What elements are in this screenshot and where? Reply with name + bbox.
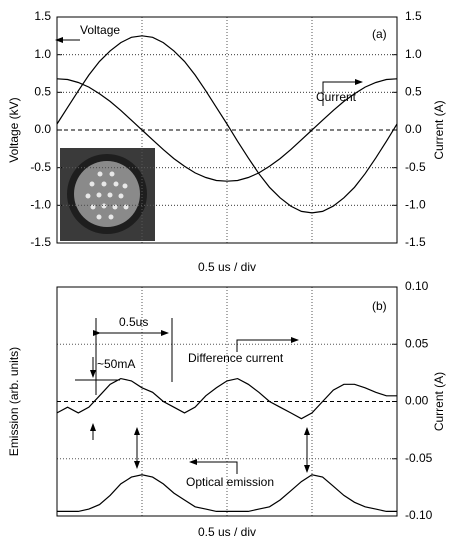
y2-tick-label: 0.0: [405, 122, 422, 136]
y-tick-label: -0.5: [30, 160, 51, 174]
plot-frame: [56, 286, 398, 517]
y-axis-label: Emission (arb. units): [7, 347, 21, 456]
y2-tick-label: 0.10: [405, 279, 429, 293]
y2-tick-label: -0.5: [405, 160, 426, 174]
annotation: ~50mA: [97, 357, 135, 371]
data-line: [56, 35, 398, 214]
y2-axis-label: Current (A): [432, 372, 446, 431]
data-line: [56, 377, 397, 420]
y2-tick-label: 1.5: [405, 9, 422, 23]
series-label: Current: [316, 90, 357, 104]
y2-tick-label: 1.0: [405, 47, 422, 61]
data-line: [56, 78, 398, 182]
y-tick-label: -1.0: [30, 198, 51, 212]
y-tick-label: 1.5: [34, 9, 51, 23]
annotation-arrow: [322, 79, 363, 106]
y2-tick-label: -0.05: [405, 451, 433, 465]
annotation: 0.5us: [119, 315, 148, 329]
y2-tick-label: 0.05: [405, 336, 429, 350]
series-label: Voltage: [80, 23, 120, 37]
series-label: Optical emission: [186, 475, 274, 489]
data-line: [57, 474, 397, 512]
annotation-arrow: [189, 459, 238, 474]
y-tick-label: -1.5: [30, 235, 51, 249]
y-tick-label: 0.0: [34, 122, 51, 136]
y2-tick-label: -1.5: [405, 235, 426, 249]
y2-axis-label: Current (A): [432, 100, 446, 159]
y2-tick-label: 0.00: [405, 394, 429, 408]
y2-tick-label: -1.0: [405, 198, 426, 212]
panel-label: (b): [372, 299, 387, 313]
y-axis-label: Voltage (kV): [7, 97, 21, 162]
series-label: Difference current: [188, 351, 284, 365]
plot-frame: [56, 16, 398, 244]
panel-label: (a): [372, 27, 387, 41]
annotation-arrow: [236, 337, 299, 352]
y2-tick-label: -0.10: [405, 508, 433, 522]
inset-photo: [60, 148, 155, 241]
y2-tick-label: 0.5: [405, 85, 422, 99]
y-tick-label: 0.5: [34, 85, 51, 99]
x-axis-label: 0.5 us / div: [198, 525, 256, 539]
x-axis-label: 0.5 us / div: [198, 260, 256, 274]
y-tick-label: 1.0: [34, 47, 51, 61]
